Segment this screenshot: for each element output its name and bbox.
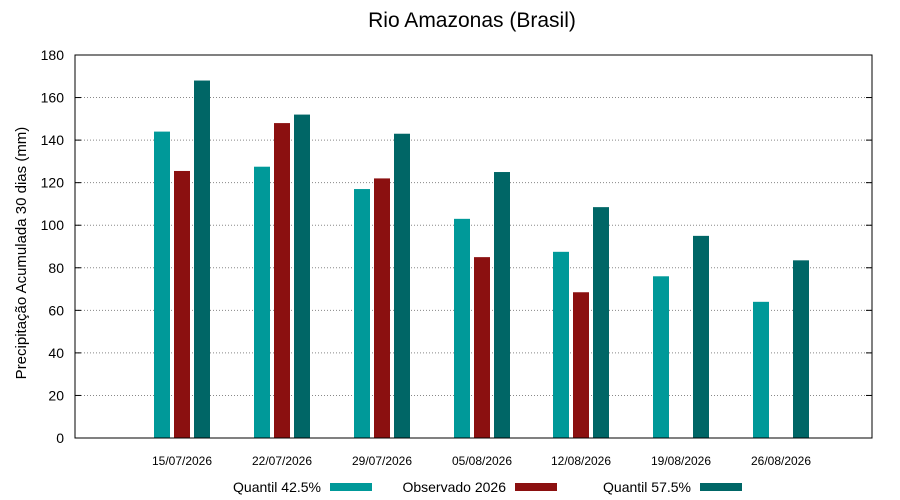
bar-1-2 bbox=[374, 178, 390, 438]
y-tick-label: 160 bbox=[41, 90, 65, 106]
y-tick-label: 60 bbox=[48, 302, 64, 318]
plot-frame bbox=[74, 54, 873, 439]
y-tick-label: 40 bbox=[48, 345, 64, 361]
y-tick-label: 80 bbox=[48, 260, 64, 276]
bar-1-4 bbox=[573, 292, 589, 438]
bar-2-5 bbox=[693, 235, 709, 438]
legend: Quantil 42.5% Observado 2026 Quantil 57.5% bbox=[233, 479, 742, 495]
y-tick-label: 20 bbox=[48, 387, 64, 403]
x-tick-label: 12/08/2026 bbox=[551, 454, 611, 468]
axis-ticks: 0 20 40 60 80 100 120 140 160 180 15/07/2026 22/07/… bbox=[41, 47, 872, 468]
chart-title: Rio Amazonas (Brasil) bbox=[368, 9, 576, 32]
bar-1-3 bbox=[474, 257, 490, 438]
y-tick-label: 140 bbox=[41, 132, 65, 148]
x-tick-label: 19/08/2026 bbox=[651, 454, 711, 468]
legend-swatch bbox=[330, 483, 372, 491]
legend-label: Quantil 42.5% bbox=[233, 479, 321, 495]
x-tick-label: 29/07/2026 bbox=[352, 454, 412, 468]
bar-2-6 bbox=[793, 260, 809, 438]
bar-0-5 bbox=[653, 276, 669, 438]
y-axis-label: Precipitação Acumulada 30 dias (mm) bbox=[13, 127, 30, 380]
bar-0-2 bbox=[354, 189, 370, 438]
bar-0-4 bbox=[553, 251, 569, 438]
bar-2-0 bbox=[194, 80, 210, 439]
bar-2-2 bbox=[394, 133, 410, 438]
y-tick-label: 120 bbox=[41, 175, 65, 191]
x-tick-label: 05/08/2026 bbox=[452, 454, 512, 468]
bar-0-1 bbox=[254, 166, 270, 439]
y-tick-label: 0 bbox=[56, 430, 64, 446]
legend-swatch bbox=[515, 483, 557, 491]
bar-0-0 bbox=[154, 131, 170, 438]
bar-0-6 bbox=[753, 301, 769, 438]
bar-1-1 bbox=[274, 123, 290, 438]
bar-2-1 bbox=[294, 114, 310, 439]
bar-1-0 bbox=[174, 170, 190, 439]
bars bbox=[154, 80, 809, 439]
x-tick-label: 22/07/2026 bbox=[252, 454, 312, 468]
legend-label: Observado 2026 bbox=[402, 479, 506, 495]
legend-label: Quantil 57.5% bbox=[603, 479, 691, 495]
bar-2-4 bbox=[593, 207, 609, 438]
legend-swatch bbox=[700, 483, 742, 491]
x-tick-label: 15/07/2026 bbox=[152, 454, 212, 468]
y-tick-label: 180 bbox=[41, 47, 65, 63]
bar-0-3 bbox=[454, 218, 470, 438]
y-tick-label: 100 bbox=[41, 217, 65, 233]
x-tick-label: 26/08/2026 bbox=[751, 454, 811, 468]
bar-2-3 bbox=[494, 172, 510, 438]
